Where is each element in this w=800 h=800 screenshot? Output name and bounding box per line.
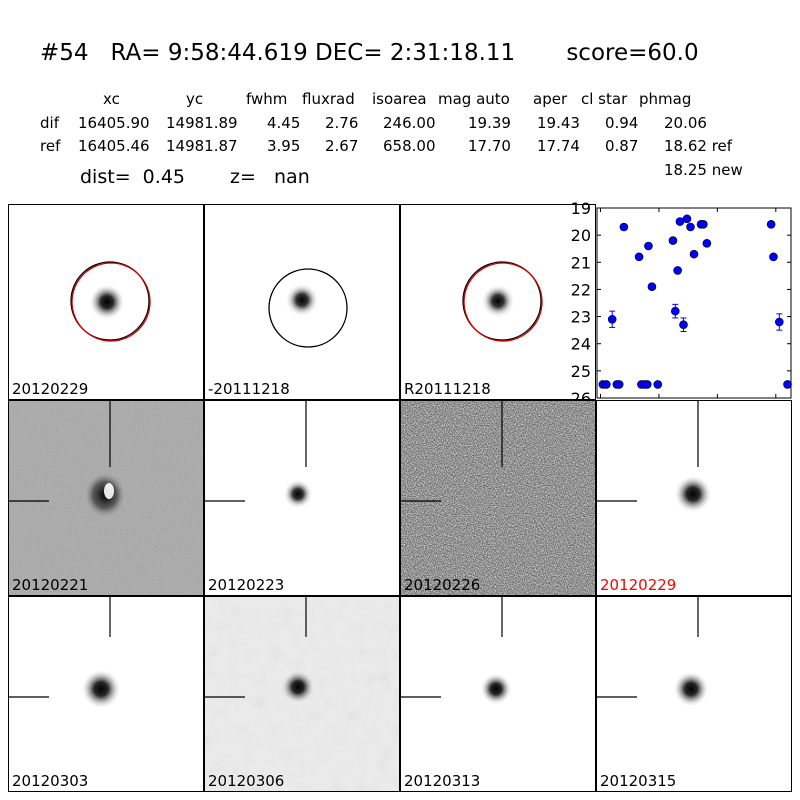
cell-ref-phmag: 18.62 ref bbox=[664, 137, 733, 155]
data-point bbox=[644, 241, 653, 251]
y-tick-label: 25 bbox=[571, 362, 591, 381]
dist-label: dist= 0.45 bbox=[80, 166, 185, 188]
stamp-image bbox=[9, 597, 121, 709]
data-point bbox=[673, 266, 682, 275]
col-header-fwhm: fwhm bbox=[246, 90, 288, 108]
data-point bbox=[619, 222, 629, 232]
stamp-panel: 20120229 bbox=[8, 204, 204, 400]
cell-dif-isoarea: 246.00 bbox=[383, 114, 436, 132]
data-point bbox=[679, 320, 688, 330]
data-point bbox=[671, 306, 680, 316]
cell-ref-xc: 16405.46 bbox=[78, 137, 150, 155]
stamp-panel: 20120303 bbox=[8, 596, 204, 792]
stamp-panel: 20120226 bbox=[400, 400, 596, 596]
stamp-panel: 20120315 bbox=[596, 596, 792, 792]
z-label: z= nan bbox=[230, 166, 310, 188]
data-point bbox=[682, 214, 692, 224]
cell-dif-fluxrad: 2.76 bbox=[325, 114, 359, 132]
cell-ref-fwhm: 3.95 bbox=[267, 137, 301, 155]
stamp-panel: 20120221 bbox=[8, 400, 204, 596]
stamp-image bbox=[9, 401, 203, 595]
stamp-image bbox=[401, 401, 595, 595]
stamp-image bbox=[597, 597, 709, 707]
data-point bbox=[607, 314, 617, 324]
col-header-phmag: phmag bbox=[639, 90, 692, 108]
data-point bbox=[668, 236, 678, 245]
cell-dif-xc: 16405.90 bbox=[78, 114, 150, 132]
cell-ref-isoarea: 658.00 bbox=[383, 137, 436, 155]
stamp-date-label: 20120313 bbox=[404, 772, 481, 790]
stamp-image bbox=[205, 401, 313, 509]
data-point bbox=[602, 380, 611, 389]
plot-frame bbox=[596, 207, 792, 399]
col-header-mag-auto: mag auto bbox=[438, 90, 510, 108]
stamp-image bbox=[462, 261, 543, 342]
phmag-new: 18.25 new bbox=[664, 161, 743, 179]
data-point bbox=[689, 249, 699, 259]
data-point bbox=[653, 380, 663, 389]
cell-ref-fluxrad: 2.67 bbox=[325, 137, 359, 155]
cell-dif-aper: 19.43 bbox=[537, 114, 580, 132]
cell-dif-phmag: 20.06 bbox=[664, 114, 707, 132]
stamp-image bbox=[597, 401, 712, 513]
data-point bbox=[642, 380, 652, 389]
y-tick-label: 19 bbox=[571, 199, 591, 218]
cell-ref-mag-auto: 17.70 bbox=[468, 137, 511, 155]
col-header-xc: xc bbox=[103, 90, 120, 108]
col-header-aper: aper bbox=[533, 90, 568, 108]
cell-ref-aper: 17.74 bbox=[537, 137, 580, 155]
data-point bbox=[783, 380, 792, 389]
y-tick-label: 20 bbox=[571, 226, 591, 245]
stamp-date-label: 20120221 bbox=[12, 576, 89, 594]
data-point bbox=[686, 222, 695, 232]
stamp-date-label: 20120223 bbox=[208, 576, 285, 594]
col-header-fluxrad: fluxrad bbox=[302, 90, 355, 108]
cell-dif-mag-auto: 19.39 bbox=[468, 114, 511, 132]
stamp-image bbox=[401, 597, 512, 705]
data-point bbox=[614, 380, 624, 389]
stamp-panel: 20120306 bbox=[204, 596, 400, 792]
stamp-date-label: 20120229 bbox=[12, 380, 89, 398]
stamp-image bbox=[205, 597, 399, 791]
stamp-date-label: 20120315 bbox=[600, 772, 677, 790]
data-point bbox=[647, 282, 657, 292]
stamp-panel: 20120223 bbox=[204, 400, 400, 596]
cell-ref-cl-star: 0.87 bbox=[605, 137, 639, 155]
stamp-panel: R20111218 bbox=[400, 204, 596, 400]
page-title: #54 RA= 9:58:44.619 DEC= 2:31:18.11 scor… bbox=[40, 40, 699, 66]
cell-dif-yc: 14981.89 bbox=[166, 114, 238, 132]
stamp-date-label: R20111218 bbox=[404, 380, 491, 398]
stamp-date-label-current: 20120229 bbox=[600, 576, 677, 594]
y-tick-label: 22 bbox=[571, 280, 591, 299]
col-header-cl-star: cl star bbox=[581, 90, 628, 108]
row-label-dif: dif bbox=[40, 114, 59, 132]
stamp-date-label: -20111218 bbox=[208, 380, 290, 398]
y-tick-label: 23 bbox=[571, 308, 591, 327]
data-point bbox=[775, 317, 784, 327]
stamp-image bbox=[70, 261, 151, 342]
col-header-isoarea: isoarea bbox=[372, 90, 427, 108]
stamp-date-label: 20120303 bbox=[12, 772, 89, 790]
cell-ref-yc: 14981.87 bbox=[166, 137, 238, 155]
stamp-panel: 20120229 bbox=[596, 400, 792, 596]
cell-dif-fwhm: 4.45 bbox=[267, 114, 301, 132]
data-point bbox=[699, 219, 708, 229]
row-label-ref: ref bbox=[40, 137, 61, 155]
data-point bbox=[766, 219, 776, 229]
data-point bbox=[769, 252, 778, 262]
cell-dif-cl-star: 0.94 bbox=[605, 114, 639, 132]
stamp-image bbox=[268, 268, 348, 348]
stamp-panel: 20120313 bbox=[400, 596, 596, 792]
stamp-date-label: 20120306 bbox=[208, 772, 285, 790]
stamp-panel: -20111218 bbox=[204, 204, 400, 400]
data-point bbox=[702, 238, 712, 248]
col-header-yc: yc bbox=[186, 90, 204, 108]
data-point bbox=[634, 252, 644, 262]
stamp-date-label: 20120226 bbox=[404, 576, 481, 594]
y-tick-label: 21 bbox=[571, 253, 591, 272]
y-tick-label: 24 bbox=[571, 335, 591, 354]
